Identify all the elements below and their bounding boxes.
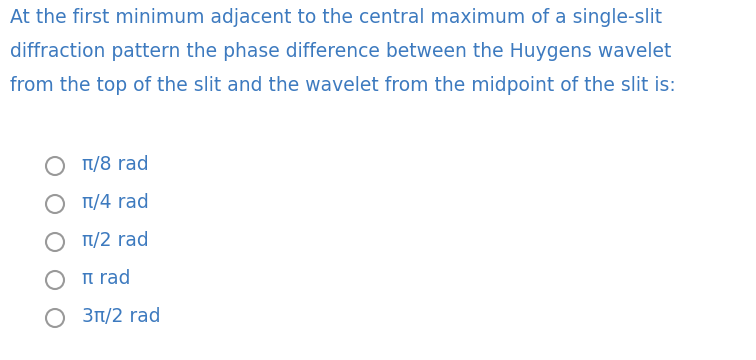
Text: π rad: π rad xyxy=(82,269,131,288)
Text: 3π/2 rad: 3π/2 rad xyxy=(82,307,160,326)
Text: π/4 rad: π/4 rad xyxy=(82,193,149,212)
Text: diffraction pattern the phase difference between the Huygens wavelet: diffraction pattern the phase difference… xyxy=(10,42,671,61)
Text: π/8 rad: π/8 rad xyxy=(82,155,149,174)
Text: from the top of the slit and the wavelet from the midpoint of the slit is:: from the top of the slit and the wavelet… xyxy=(10,76,676,95)
Text: At the first minimum adjacent to the central maximum of a single-slit: At the first minimum adjacent to the cen… xyxy=(10,8,662,27)
Text: π/2 rad: π/2 rad xyxy=(82,231,149,250)
